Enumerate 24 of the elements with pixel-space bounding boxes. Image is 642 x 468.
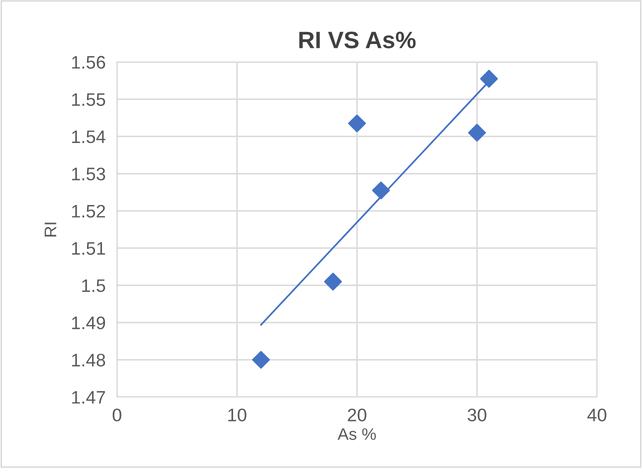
y-tick-label: 1.53	[72, 168, 106, 180]
y-tick-label: 1.47	[72, 391, 105, 404]
x-tick-label: 30	[468, 408, 486, 422]
y-tick-label: 1.48	[72, 354, 106, 366]
y-axis-title: RI	[44, 222, 56, 236]
x-tick-label: 20	[348, 408, 366, 422]
y-tick-label: 1.54	[72, 130, 106, 144]
y-tick-label: 1.56	[72, 56, 106, 69]
y-tick-label: 1.52	[72, 204, 105, 218]
y-tick-label: 1.51	[72, 242, 106, 255]
point	[480, 70, 498, 88]
chart-title: RI VS As%	[299, 32, 416, 48]
point	[468, 124, 486, 142]
point	[372, 182, 390, 200]
x-axis-title: As %	[338, 428, 376, 440]
y-tick-label: 1.49	[72, 316, 106, 330]
x-tick-label: 0	[112, 408, 122, 422]
y-tick-label: 1.55	[72, 93, 106, 106]
point	[348, 114, 366, 132]
x-tick-label: 10	[228, 408, 246, 422]
point	[252, 350, 270, 369]
point	[324, 272, 342, 291]
x-tick-label: 40	[587, 408, 606, 422]
y-tick-label: 1.5	[82, 279, 106, 292]
